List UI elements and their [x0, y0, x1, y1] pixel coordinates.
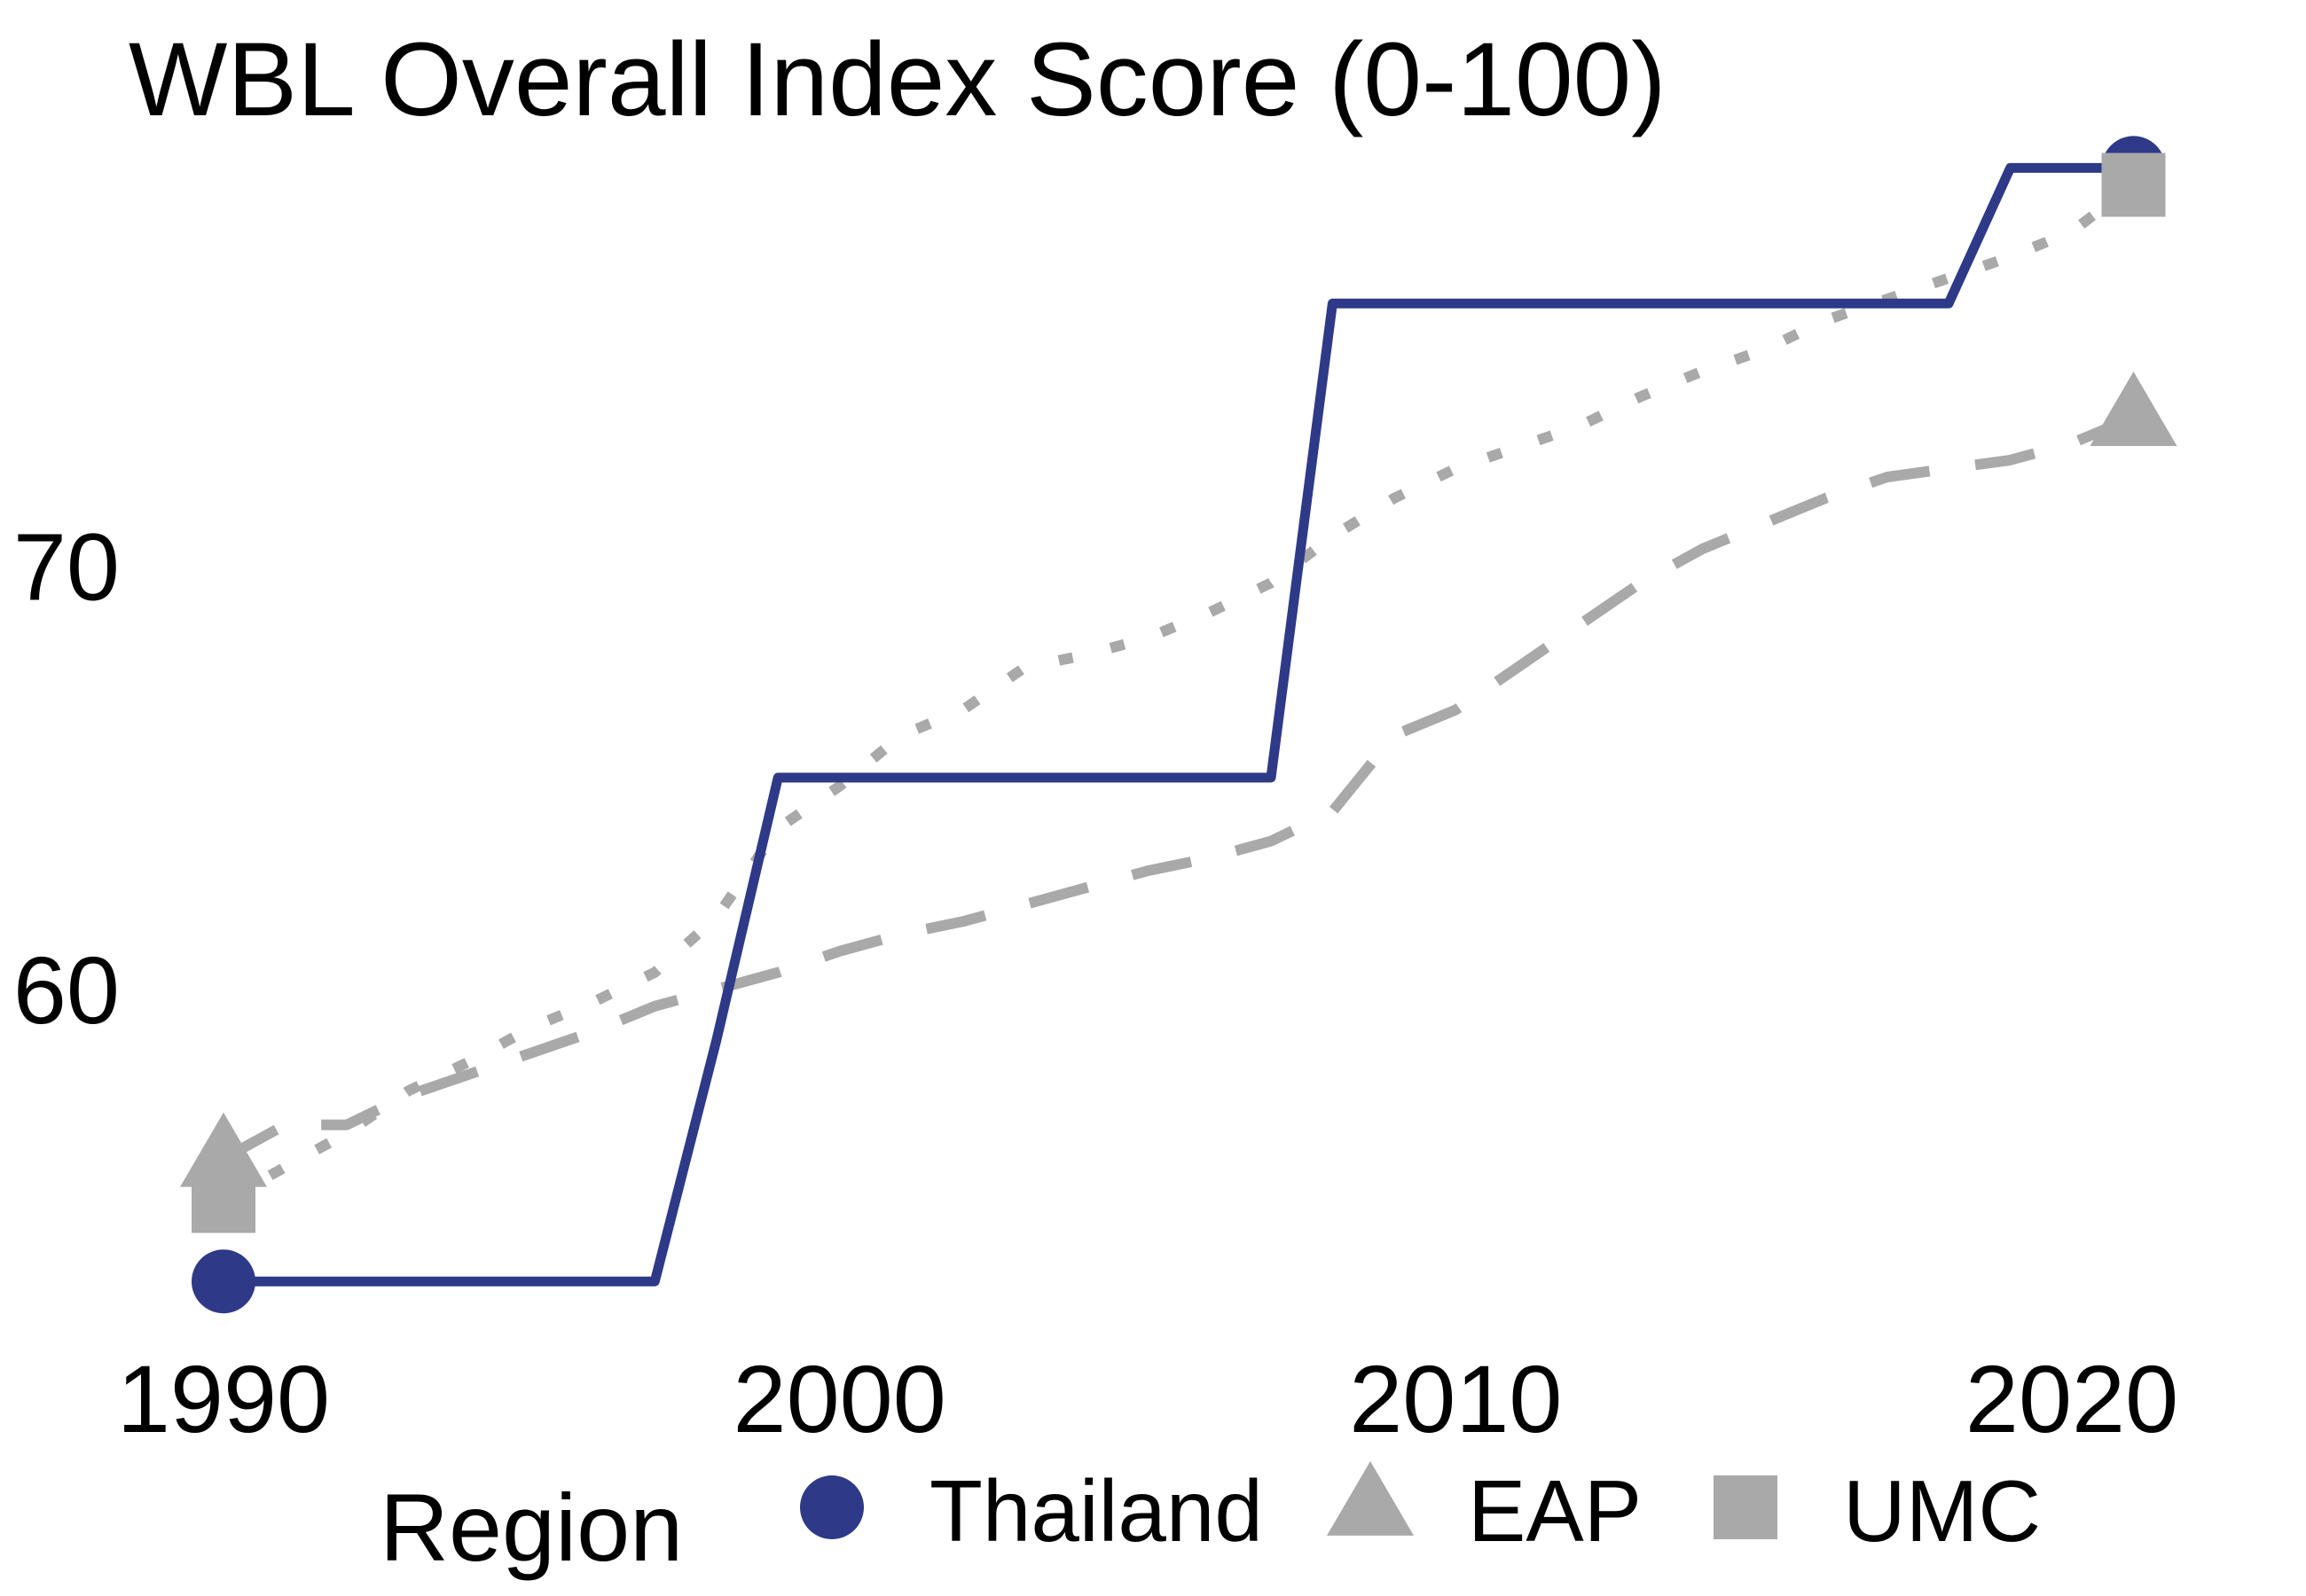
data-point — [192, 1249, 255, 1314]
x-axis: 1990 2000 2010 2020 — [117, 1345, 2178, 1452]
legend-label: UMC — [1843, 1462, 2041, 1560]
x-tick-label: 2000 — [733, 1345, 946, 1452]
data-point — [2101, 153, 2166, 217]
legend-label: EAP — [1468, 1462, 1642, 1560]
legend-title: Region — [380, 1474, 683, 1581]
series-line — [224, 162, 2134, 1287]
legend-square-icon — [1714, 1475, 1777, 1539]
legend-label: Thailand — [929, 1462, 1263, 1560]
series-line — [221, 180, 2137, 1206]
series-eap — [221, 412, 2136, 1164]
data-point — [2090, 372, 2177, 447]
data-point — [192, 1169, 255, 1233]
y-tick-label: 60 — [13, 936, 120, 1044]
x-tick-label: 1990 — [117, 1345, 330, 1452]
y-axis: 60 70 — [13, 512, 120, 1044]
legend-items: Thailand EAP UMC — [800, 1460, 2041, 1560]
chart-title: WBL Overall Index Score (0-100) — [129, 21, 1667, 138]
series-umc — [221, 180, 2137, 1206]
data-point — [180, 1112, 267, 1187]
legend-item-umc: UMC — [1714, 1462, 2041, 1560]
markers-umc — [192, 153, 2166, 1233]
y-tick-label: 70 — [13, 512, 120, 620]
plot-area — [180, 136, 2177, 1314]
legend-item-eap: EAP — [1327, 1460, 1642, 1560]
markers-thailand — [192, 136, 2166, 1314]
markers-eap — [180, 372, 2177, 1187]
legend-circle-icon — [800, 1475, 864, 1539]
legend-triangle-icon — [1327, 1460, 1414, 1536]
legend-item-thailand: Thailand — [800, 1462, 1263, 1560]
x-tick-label: 2010 — [1349, 1345, 1562, 1452]
series-line — [221, 412, 2136, 1164]
series-thailand — [224, 162, 2134, 1287]
x-tick-label: 2020 — [1965, 1345, 2178, 1452]
legend: Region Thailand EAP UMC — [380, 1460, 2041, 1581]
